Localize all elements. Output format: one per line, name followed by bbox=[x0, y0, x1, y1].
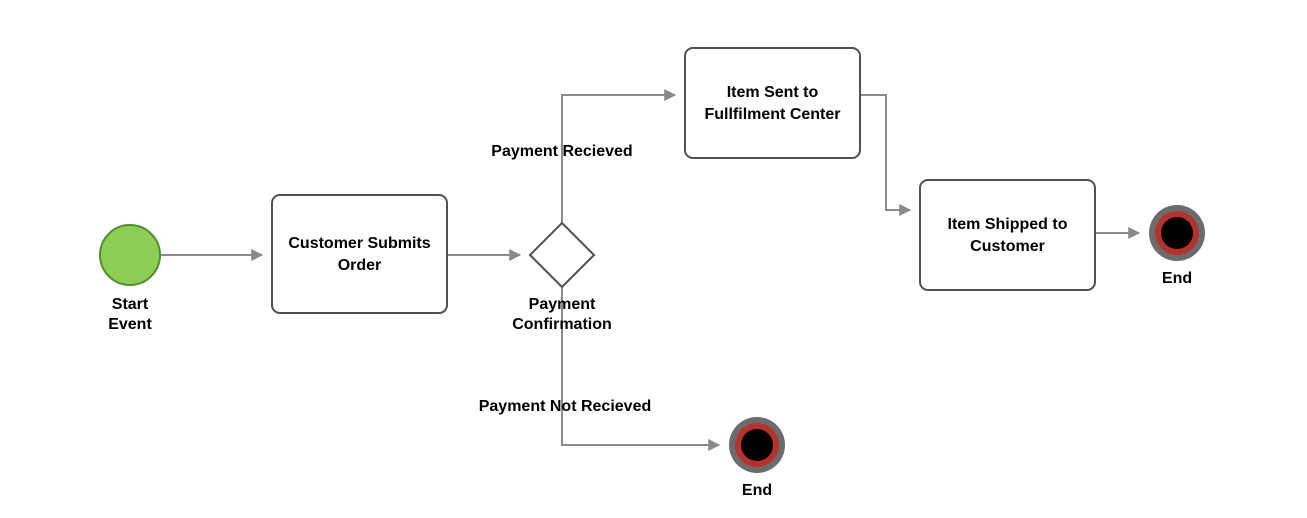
svg-text:Payment: Payment bbox=[529, 296, 596, 313]
svg-text:Item Sent to: Item Sent to bbox=[727, 84, 819, 101]
svg-text:Order: Order bbox=[338, 257, 382, 274]
svg-text:End: End bbox=[742, 482, 772, 499]
svg-text:Item Shipped to: Item Shipped to bbox=[948, 216, 1068, 233]
svg-text:Confirmation: Confirmation bbox=[512, 316, 612, 333]
svg-text:Payment Recieved: Payment Recieved bbox=[491, 143, 632, 160]
svg-text:Customer: Customer bbox=[970, 238, 1045, 255]
svg-text:Fullfilment Center: Fullfilment Center bbox=[704, 106, 840, 123]
svg-text:Event: Event bbox=[108, 316, 152, 333]
svg-text:Customer Submits: Customer Submits bbox=[288, 235, 430, 252]
svg-text:Payment Not Recieved: Payment Not Recieved bbox=[479, 398, 652, 415]
svg-text:End: End bbox=[1162, 270, 1192, 287]
svg-text:Start: Start bbox=[112, 296, 149, 313]
